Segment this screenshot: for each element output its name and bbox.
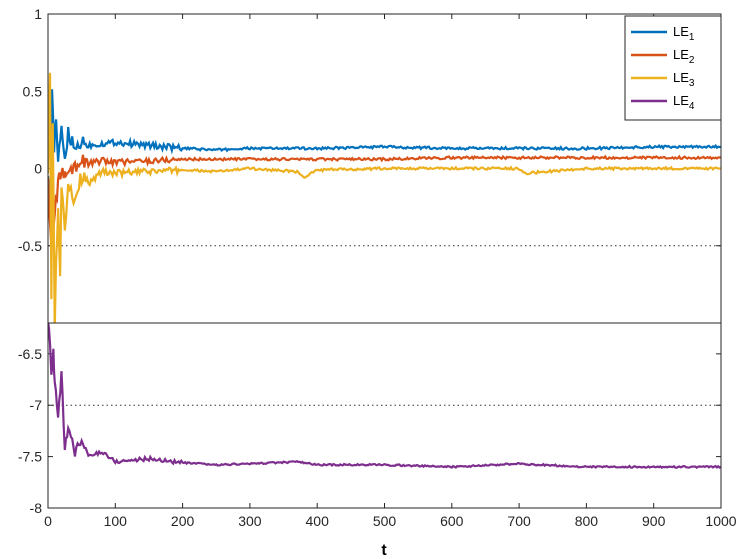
lower-ytick-label: -6.5 xyxy=(18,346,42,362)
upper-ytick-label: 0 xyxy=(34,161,42,177)
series-layer xyxy=(48,72,721,470)
lower-panel-frame xyxy=(47,322,722,509)
lower-ytick-label: -7.5 xyxy=(18,449,42,465)
xtick-label: 800 xyxy=(575,513,599,529)
lower-plot-area: -6.5 -7 -7.5 -8 xyxy=(18,346,721,516)
xtick-label: 0 xyxy=(44,513,52,529)
xtick-label: 1000 xyxy=(705,513,736,529)
series-line-le4 xyxy=(48,323,721,470)
series-line-le2 xyxy=(48,154,721,247)
xtick-label: 600 xyxy=(440,513,464,529)
xtick-label: 900 xyxy=(642,513,666,529)
x-axis: 0 100 200 300 400 500 600 700 800 900 1000 xyxy=(44,14,737,529)
xtick-label: 700 xyxy=(507,513,531,529)
series-line-le1 xyxy=(48,89,721,214)
upper-plot-area: 1 0.5 0 -0.5 xyxy=(18,6,721,254)
lower-ytick-label: -8 xyxy=(30,500,43,516)
lower-ytick-label: -7 xyxy=(30,397,43,413)
xtick-label: 400 xyxy=(306,513,330,529)
xtick-label: 300 xyxy=(238,513,262,529)
xtick-label: 200 xyxy=(171,513,195,529)
x-axis-title: t xyxy=(381,542,387,559)
upper-ytick-label: 0.5 xyxy=(23,83,43,99)
legend-box xyxy=(624,15,722,121)
upper-ytick-label: 1 xyxy=(34,6,42,22)
xtick-label: 100 xyxy=(104,513,128,529)
series-line-le3 xyxy=(48,72,721,323)
xtick-label: 500 xyxy=(373,513,397,529)
upper-ytick-label: -0.5 xyxy=(18,238,42,254)
plot-frame xyxy=(47,13,722,509)
